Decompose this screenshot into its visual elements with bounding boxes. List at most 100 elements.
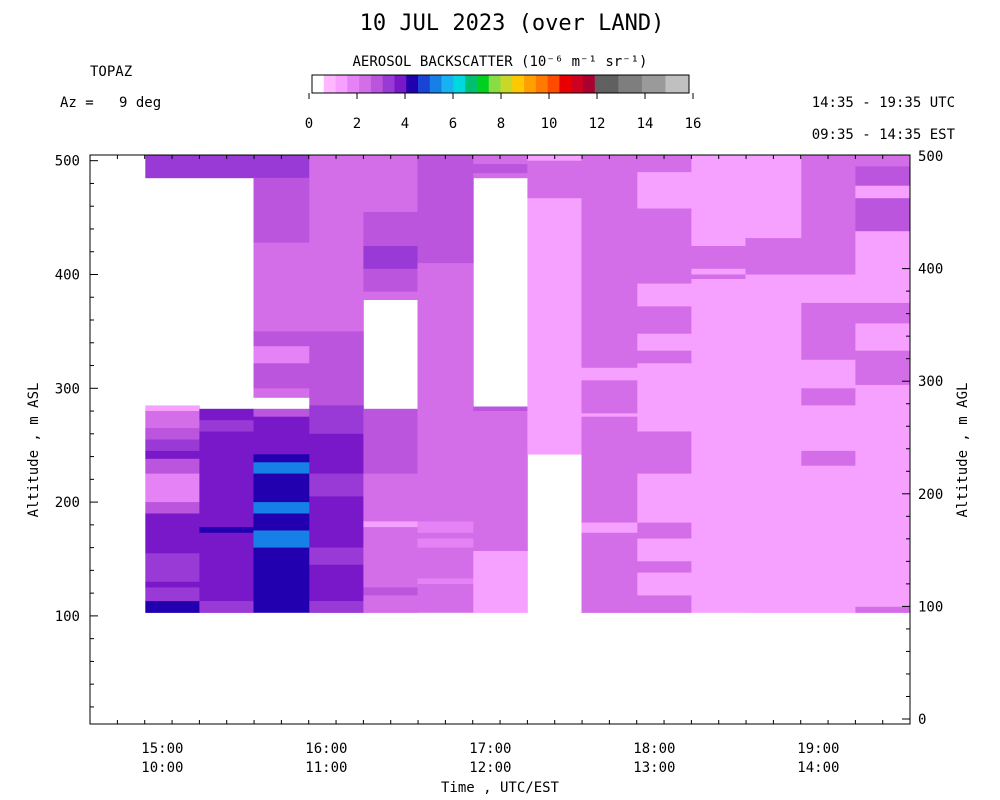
heatmap-cells bbox=[145, 155, 911, 613]
colorbar-swatch bbox=[359, 75, 372, 93]
heatmap-cell bbox=[145, 502, 200, 514]
x-tick-label-est: 12:00 bbox=[469, 760, 511, 776]
heatmap-cell bbox=[855, 166, 911, 187]
heatmap-cell bbox=[417, 155, 474, 264]
heatmap-cell bbox=[309, 496, 364, 503]
heatmap-cell bbox=[855, 606, 911, 613]
heatmap-cell bbox=[581, 380, 638, 414]
heatmap-cell bbox=[309, 405, 364, 418]
x-tick-label-utc: 16:00 bbox=[305, 741, 347, 757]
heatmap-cell bbox=[145, 513, 200, 554]
heatmap-cell bbox=[527, 198, 582, 455]
heatmap-cell bbox=[637, 306, 692, 335]
colorbar-swatch bbox=[594, 75, 607, 93]
heatmap-cell bbox=[363, 473, 418, 522]
heatmap-cell bbox=[253, 346, 310, 364]
heatmap-cell bbox=[145, 405, 200, 412]
heatmap-cell bbox=[473, 173, 528, 179]
heatmap-cell bbox=[691, 268, 746, 275]
heatmap-cell bbox=[637, 538, 692, 562]
heatmap-cell bbox=[309, 502, 364, 548]
colorbar-swatch bbox=[653, 75, 666, 93]
heatmap-cell bbox=[801, 405, 856, 452]
y-right-tick-label: 300 bbox=[918, 374, 943, 390]
colorbar-swatch bbox=[429, 75, 442, 93]
heatmap-cell bbox=[145, 155, 200, 179]
heatmap-cell bbox=[309, 547, 364, 566]
colorbar-swatch bbox=[394, 75, 407, 93]
y-right-tick-label: 0 bbox=[918, 712, 926, 728]
heatmap-cell bbox=[253, 408, 310, 418]
colorbar-swatch bbox=[335, 75, 348, 93]
colorbar-swatch bbox=[571, 75, 584, 93]
heatmap-cell bbox=[199, 420, 254, 432]
heatmap-cell bbox=[855, 231, 911, 304]
heatmap-cell bbox=[145, 439, 200, 452]
y-right-tick-label: 500 bbox=[918, 149, 943, 165]
colorbar-swatch bbox=[465, 75, 478, 93]
instrument-label: TOPAZ bbox=[90, 64, 132, 80]
y-right-tick-label: 200 bbox=[918, 487, 943, 503]
heatmap-cell bbox=[745, 274, 802, 389]
heatmap-cell bbox=[363, 595, 418, 613]
heatmap-cell bbox=[145, 458, 200, 474]
colorbar-swatch bbox=[382, 75, 395, 93]
heatmap-cell bbox=[801, 359, 856, 389]
heatmap-cell bbox=[637, 473, 692, 523]
heatmap-cell bbox=[417, 532, 474, 539]
heatmap-cell bbox=[745, 388, 802, 398]
colorbar-tick-label: 14 bbox=[637, 116, 654, 132]
y-axis-left-label: Altitude , m ASL bbox=[26, 383, 42, 518]
heatmap-cell bbox=[801, 302, 856, 361]
colorbar-swatch bbox=[500, 75, 513, 93]
colorbar-swatch bbox=[677, 75, 690, 93]
colorbar-swatch bbox=[406, 75, 419, 93]
colorbar-swatch bbox=[535, 75, 548, 93]
heatmap-cell bbox=[637, 172, 692, 209]
colorbar-tick-label: 10 bbox=[541, 116, 558, 132]
heatmap-cell bbox=[417, 538, 474, 548]
heatmap-cell bbox=[417, 584, 474, 613]
heatmap-cell bbox=[363, 268, 418, 292]
x-tick-label-utc: 15:00 bbox=[141, 741, 183, 757]
heatmap-cell bbox=[253, 513, 310, 522]
heatmap-cell bbox=[363, 433, 418, 474]
colorbar-swatch bbox=[512, 75, 525, 93]
heatmap-cell bbox=[253, 331, 310, 347]
y-left-tick-label: 100 bbox=[55, 609, 80, 625]
heatmap-cell bbox=[637, 431, 692, 474]
colorbar-swatch bbox=[559, 75, 572, 93]
heatmap-cell bbox=[253, 363, 310, 389]
colorbar-swatch bbox=[630, 75, 643, 93]
colorbar-tick-label: 4 bbox=[401, 116, 409, 132]
heatmap-cell bbox=[253, 521, 310, 531]
heatmap-cell bbox=[199, 532, 254, 602]
heatmap-cell bbox=[801, 388, 856, 406]
heatmap-cell bbox=[855, 323, 911, 352]
heatmap-cell bbox=[199, 527, 254, 534]
heatmap-cell bbox=[745, 397, 802, 613]
heatmap-cell bbox=[637, 561, 692, 574]
heatmap-cell bbox=[801, 274, 856, 304]
heatmap-cell bbox=[145, 450, 200, 460]
axis-ticks: 15:00 10:00 16:00 11:00 17:00 12:00 18:00 13:00… bbox=[55, 149, 944, 776]
y-right-tick-label: 100 bbox=[918, 599, 943, 615]
y-left-tick-label: 500 bbox=[55, 154, 80, 170]
colorbar-swatch bbox=[618, 75, 631, 93]
heatmap-cell bbox=[253, 462, 310, 475]
heatmap-cell bbox=[473, 406, 528, 412]
colorbar-tick-label: 8 bbox=[497, 116, 505, 132]
x-axis-label: Time , UTC/EST bbox=[441, 780, 560, 796]
heatmap-cell bbox=[309, 473, 364, 497]
colorbar-swatch bbox=[323, 75, 336, 93]
colorbar-swatch bbox=[488, 75, 501, 93]
colorbar-swatch bbox=[606, 75, 619, 93]
colorbar-swatch bbox=[665, 75, 678, 93]
heatmap-cell bbox=[637, 283, 692, 307]
heatmap-cell bbox=[253, 547, 310, 558]
heatmap-cell bbox=[473, 411, 528, 552]
heatmap-cell bbox=[253, 155, 310, 179]
x-tick-label-est: 14:00 bbox=[797, 760, 839, 776]
heatmap-cell bbox=[527, 160, 582, 199]
